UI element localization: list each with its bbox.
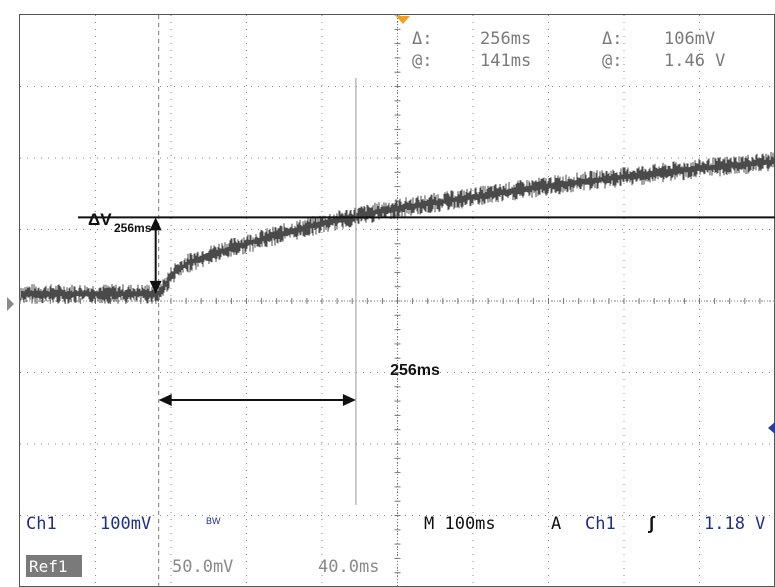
graticule: [19, 14, 775, 587]
time-span-label: 256ms: [390, 362, 440, 379]
trigger-source: Ch1: [585, 514, 616, 534]
cursor-readout: Δ: 256ms Δ: 106mV @: 141ms @: 1.46 V: [412, 29, 725, 71]
ref1-time: 40.0ms: [318, 557, 379, 577]
bandwidth-limit-indicator: BW: [206, 516, 221, 526]
delta-v-label: ΔV: [88, 210, 112, 229]
time-span-arrowhead-left: [158, 394, 172, 406]
ref1-scale: 50.0mV: [172, 557, 233, 577]
trigger-slope-icon: ∫: [648, 513, 656, 533]
volt-at-value: 1.46 V: [664, 51, 725, 71]
delta-v-subscript: 256ms: [114, 221, 152, 235]
ref1-label: Ref1: [29, 557, 68, 576]
trigger-level-readout: 1.18 V: [704, 514, 765, 534]
ground-level-marker: [7, 297, 14, 311]
status-bar: Ch1 100mV BW M 100ms A Ch1 ∫ 1.18 V Ref1…: [26, 513, 765, 577]
trigger-level-marker: [768, 422, 775, 434]
delta-v-arrowhead-bottom: [149, 280, 162, 294]
ch1-scale: 100mV: [100, 514, 151, 534]
time-at-value: 141ms: [480, 51, 531, 71]
ch1-label: Ch1: [26, 514, 57, 534]
trigger-position-marker: [396, 16, 410, 24]
time-delta-symbol: Δ:: [412, 29, 432, 49]
time-delta-value: 256ms: [480, 29, 531, 49]
ref1-badge: [26, 555, 82, 577]
volt-delta-value: 106mV: [664, 29, 715, 49]
trigger-mode: A: [551, 514, 561, 534]
delta-v-arrowhead-top: [149, 217, 162, 231]
time-span-arrowhead-right: [342, 394, 356, 406]
timebase-readout: M 100ms: [424, 514, 496, 534]
time-at-symbol: @:: [412, 51, 432, 71]
volt-delta-symbol: Δ:: [602, 29, 622, 49]
volt-at-symbol: @:: [602, 51, 622, 71]
